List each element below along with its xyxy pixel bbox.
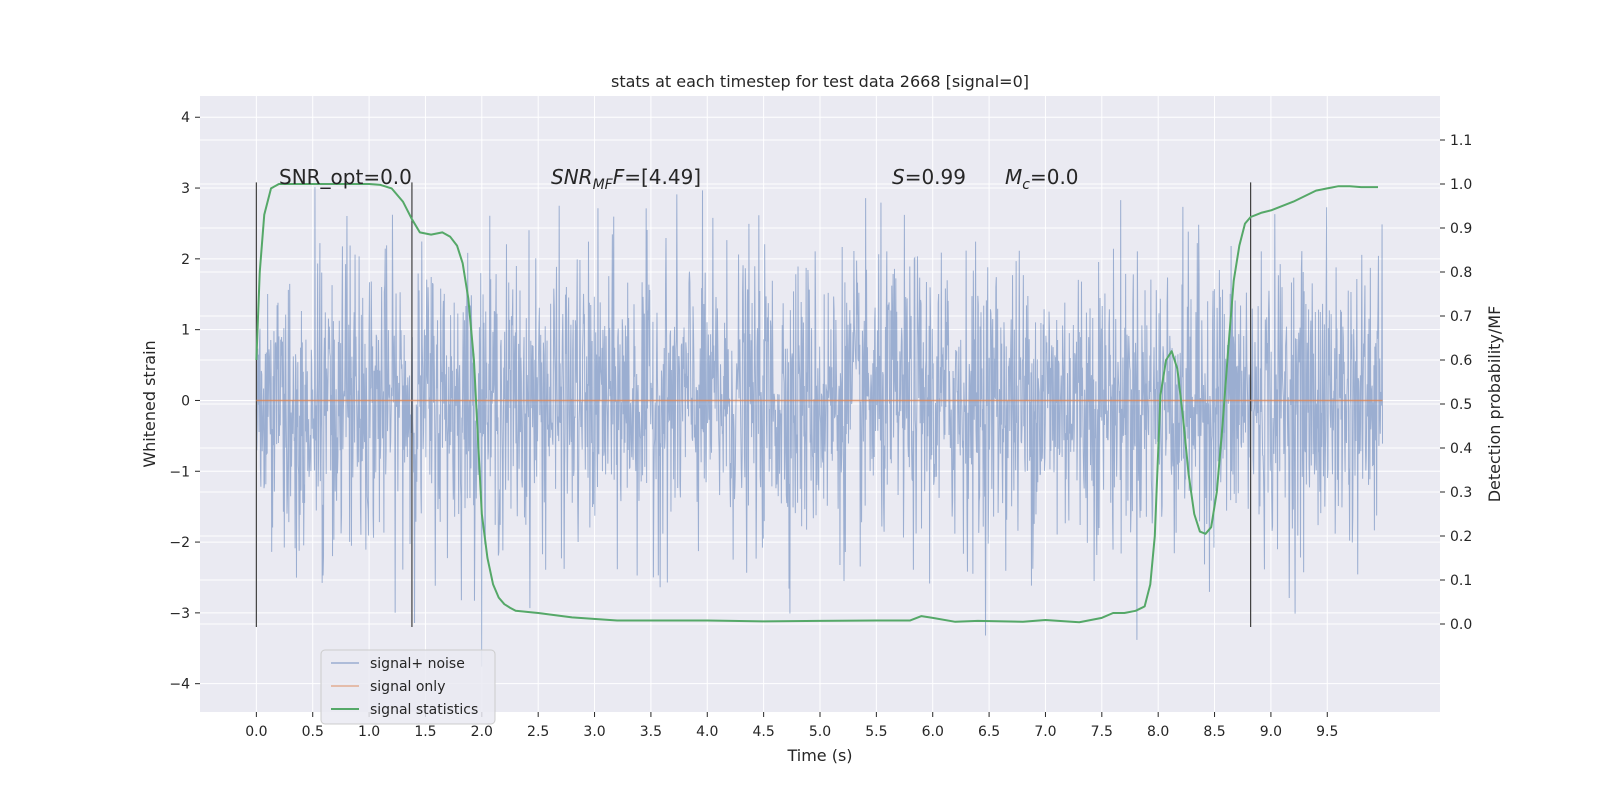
x-tick-label: 5.0 (809, 724, 831, 740)
y-tick-label: 0 (181, 393, 190, 409)
y-axis-label: Whitened strain (140, 340, 159, 467)
legend: signal+ noise signal only signal statist… (320, 649, 496, 725)
x-tick-label: 3.0 (583, 724, 605, 740)
mc-annotation: Mc=0.0 (1005, 165, 1079, 193)
snr-mf-annotation: SNRMFF=[4.49] (551, 165, 701, 193)
y-tick-label: 2 (181, 252, 190, 268)
y2-axis-ticks: 0.0 0.1 0.2 0.3 0.4 0.5 0.6 0.7 0.8 0.9 1.0 1.1 (1440, 133, 1472, 633)
chart-title: stats at each timestep for test data 266… (611, 72, 1029, 91)
x-tick-label: 7.5 (1091, 724, 1113, 740)
signal-statistics-series (255, 183, 1378, 624)
y-tick-label: −4 (169, 677, 190, 693)
x-tick-label: 0.0 (245, 724, 267, 740)
y2-tick-label: 0.3 (1450, 485, 1472, 501)
vertical-markers (255, 182, 1252, 628)
x-axis-ticks: 0.0 0.5 1.0 1.5 2.0 2.5 3.0 3.5 4.0 4.5 5.0 5.5 6.0 6… (245, 712, 1338, 740)
y2-tick-label: 0.8 (1450, 265, 1472, 281)
y-tick-label: 4 (181, 110, 190, 126)
y-tick-label: −2 (169, 535, 190, 551)
s-annotation: S=0.99 (892, 165, 966, 189)
x-tick-label: 6.5 (978, 724, 1000, 740)
signal-noise-series (255, 187, 1384, 667)
x-tick-label: 0.5 (302, 724, 324, 740)
y2-tick-label: 0.0 (1450, 617, 1472, 633)
y2-tick-label: 1.0 (1450, 177, 1472, 193)
y2-axis-label: Detection probability/MF (1485, 306, 1504, 503)
y-tick-label: −3 (169, 606, 190, 622)
y2-tick-label: 0.5 (1450, 397, 1472, 413)
legend-box (320, 649, 496, 725)
x-tick-label: 8.0 (1147, 724, 1169, 740)
y2-tick-label: 0.4 (1450, 441, 1472, 457)
y-axis-ticks: −4 −3 −2 −1 0 1 2 3 4 (169, 110, 200, 693)
x-tick-label: 2.5 (527, 724, 549, 740)
y-tick-label: 1 (181, 323, 190, 339)
x-axis-label: Time (s) (786, 746, 852, 765)
x-tick-label: 1.5 (414, 724, 436, 740)
snr-opt-annotation: SNR_opt=0.0 (279, 165, 412, 189)
x-tick-label: 7.0 (1034, 724, 1056, 740)
signal-noise-line (255, 187, 1384, 667)
signal-statistics-line (255, 183, 1378, 624)
x-tick-label: 8.5 (1203, 724, 1225, 740)
y2-tick-label: 0.1 (1450, 573, 1472, 589)
x-tick-label: 4.0 (696, 724, 718, 740)
x-tick-label: 5.5 (865, 724, 887, 740)
x-tick-label: 2.0 (471, 724, 493, 740)
x-tick-label: 9.5 (1316, 724, 1338, 740)
y2-tick-label: 0.6 (1450, 353, 1472, 369)
y2-tick-label: 0.7 (1450, 309, 1472, 325)
x-tick-label: 1.0 (358, 724, 380, 740)
x-tick-label: 3.5 (640, 724, 662, 740)
y-tick-label: 3 (181, 181, 190, 197)
legend-label-signal-noise: signal+ noise (370, 656, 465, 672)
y-tick-label: −1 (169, 464, 190, 480)
legend-label-signal-only: signal only (370, 679, 445, 695)
x-tick-label: 9.0 (1260, 724, 1282, 740)
x-tick-label: 6.0 (922, 724, 944, 740)
y2-tick-label: 1.1 (1450, 133, 1472, 149)
x-tick-label: 4.5 (753, 724, 775, 740)
y2-tick-label: 0.9 (1450, 221, 1472, 237)
legend-label-signal-statistics: signal statistics (370, 702, 478, 718)
y2-tick-label: 0.2 (1450, 529, 1472, 545)
